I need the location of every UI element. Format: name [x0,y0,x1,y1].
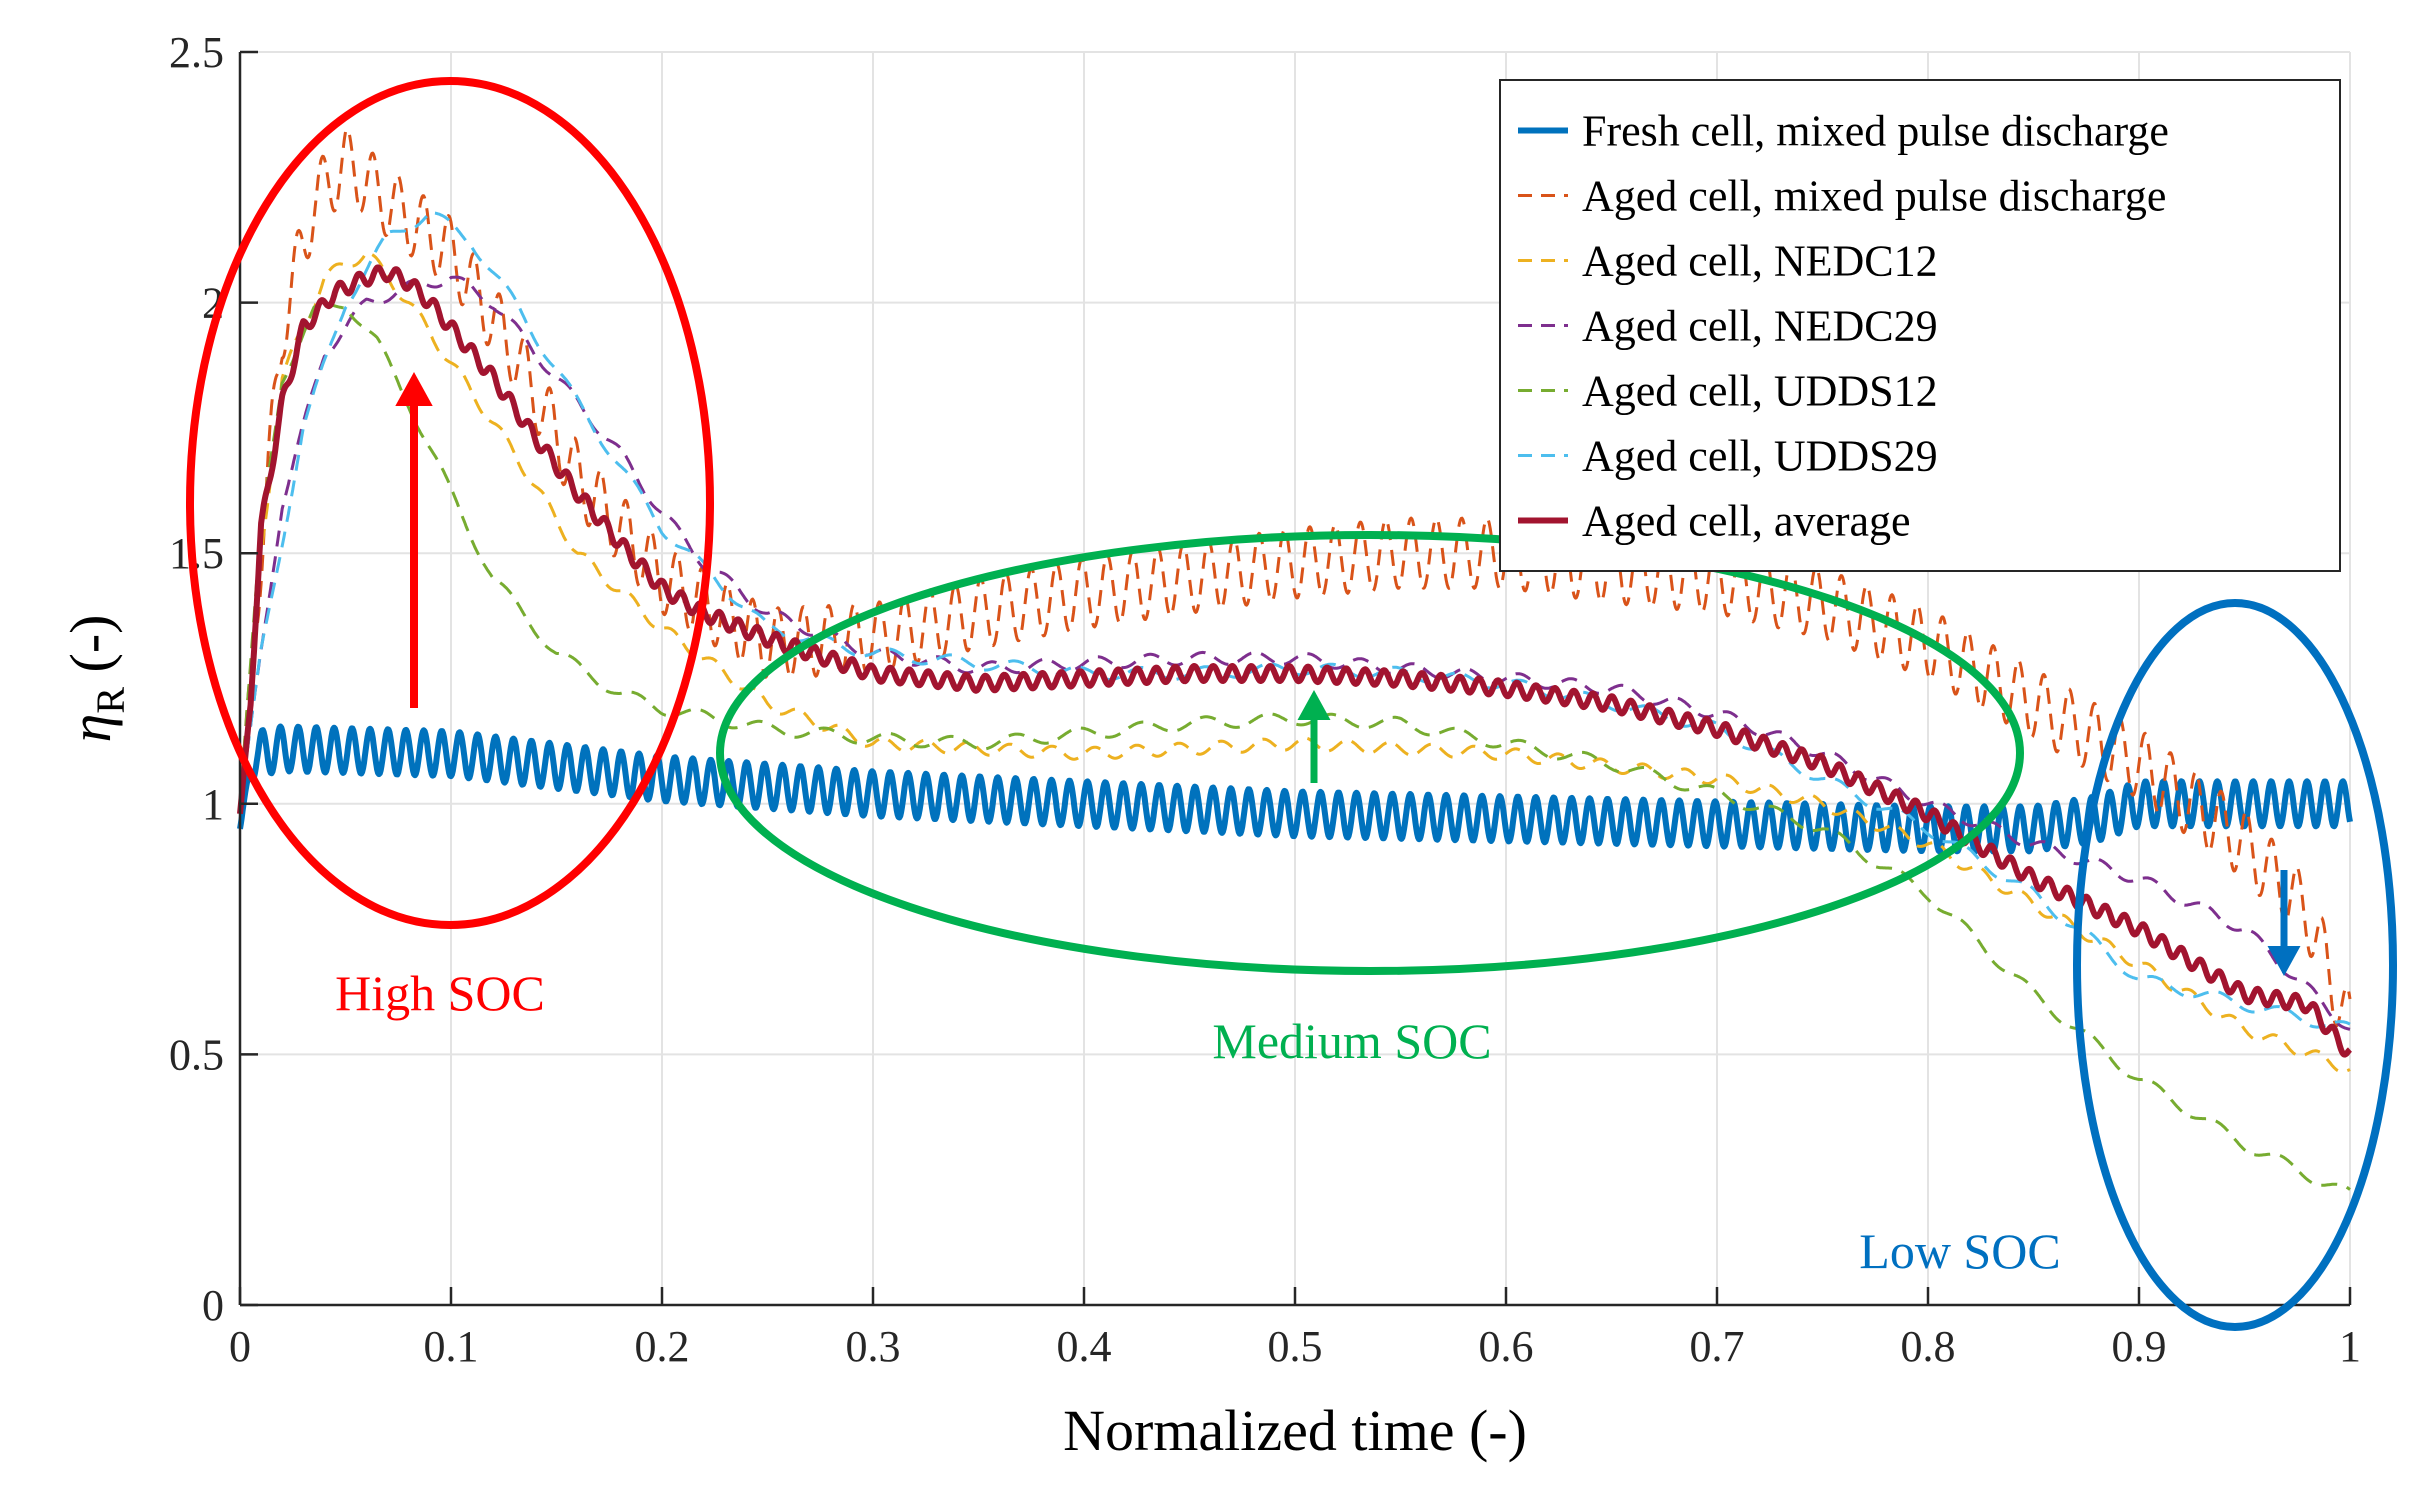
legend-box [1499,79,2341,572]
annotations: High SOC Medium SOC Low SOC [186,77,2397,1331]
medium-soc-label: Medium SOC [1212,1013,1491,1069]
high-soc-label: High SOC [335,965,545,1021]
y-axis-label: ηR (-) [58,615,133,743]
legend-entry-6: Aged cell, average [1582,497,1911,546]
legend-entry-4: Aged cell, UDDS12 [1582,367,1938,416]
x-tick-label: 0 [229,1322,251,1371]
y-tick-label: 0 [202,1281,224,1330]
series-line-5 [238,210,2351,1029]
x-tick-label: 0.4 [1057,1322,1112,1371]
x-tick-label: 0.2 [635,1322,690,1371]
x-tick-label: 0.6 [1479,1322,1534,1371]
y-tick-label: 0.5 [169,1030,224,1079]
axes: 0 0.1 0.2 0.3 0.4 0.5 0.6 0.7 0.8 0.9 100.511.522.… [58,28,2361,1463]
series-line-1 [238,127,2352,1028]
medium-soc-arrow-head [1297,690,1331,720]
series-line-0 [237,723,2353,855]
legend: Fresh cell, mixed pulse discharge Aged ce… [1499,79,2341,572]
x-tick-label: 0.8 [1901,1322,1956,1371]
high-soc-arrow-head [395,372,433,406]
legend-entry-0: Fresh cell, mixed pulse discharge [1582,107,2169,156]
legend-entry-5: Aged cell, UDDS29 [1582,432,1938,481]
low-soc-label: Low SOC [1859,1223,2060,1279]
x-tick-label: 0.3 [846,1322,901,1371]
legend-entry-2: Aged cell, NEDC12 [1582,237,1938,286]
y-tick-label: 2.5 [169,28,224,77]
x-tick-label: 0.7 [1690,1322,1745,1371]
high-soc-ellipse [186,77,714,929]
legend-entry-3: Aged cell, NEDC29 [1582,302,1938,351]
x-tick-label: 0.9 [2112,1322,2167,1371]
x-tick-label: 0.5 [1268,1322,1323,1371]
low-soc-arrow-head [2267,946,2301,976]
series-line-6 [237,264,2353,1058]
series-line-4 [238,302,2351,1191]
legend-entry-1: Aged cell, mixed pulse discharge [1582,172,2166,221]
series-line-2 [238,251,2351,1074]
low-soc-ellipse [2073,599,2397,1331]
y-tick-label: 1 [202,780,224,829]
x-tick-label: 0.1 [424,1322,479,1371]
x-tick-label: 1 [2339,1322,2361,1371]
x-axis-label: Normalized time (-) [1063,1398,1527,1463]
plot-series [237,127,2353,1191]
medium-soc-ellipse [716,531,2024,975]
